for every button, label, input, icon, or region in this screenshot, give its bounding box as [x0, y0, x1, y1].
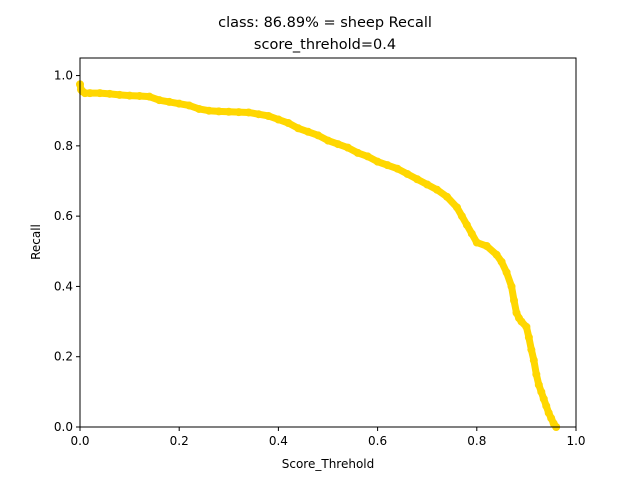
x-axis: 0.0 0.2 0.4 0.6 0.8 1.0 [70, 427, 586, 448]
data-point [125, 91, 134, 100]
data-point [452, 203, 461, 212]
data-layer [76, 80, 561, 431]
y-tick-label: 0.4 [54, 279, 73, 293]
data-point [264, 111, 273, 120]
data-point [524, 333, 533, 342]
data-point [403, 169, 412, 178]
data-point [472, 238, 481, 247]
data-point [95, 89, 104, 98]
data-point [204, 106, 213, 115]
data-point [529, 356, 538, 365]
y-axis: 0.0 0.2 0.4 0.6 0.8 1.0 [54, 69, 80, 434]
y-tick-label: 0.6 [54, 209, 73, 223]
plot-frame [79, 57, 577, 428]
x-tick-label: 0.6 [368, 434, 387, 448]
x-tick-label: 0.8 [467, 434, 486, 448]
data-point [482, 242, 491, 251]
data-point [517, 317, 526, 326]
data-point [294, 124, 303, 133]
x-tick-label: 1.0 [566, 434, 585, 448]
y-tick-label: 0.0 [54, 420, 73, 434]
data-point [145, 92, 154, 101]
data-point [462, 220, 471, 229]
data-point [413, 175, 422, 184]
y-tick-label: 0.8 [54, 139, 73, 153]
data-point [165, 97, 174, 106]
data-point [333, 140, 342, 149]
data-point [195, 104, 204, 113]
data-point [304, 127, 313, 136]
y-tick-label: 1.0 [54, 69, 73, 83]
data-point [423, 180, 432, 189]
data-point [284, 119, 293, 128]
data-point [214, 107, 223, 116]
data-point [105, 89, 114, 98]
x-tick-label: 0.2 [170, 434, 189, 448]
data-point [433, 185, 442, 194]
data-point [443, 192, 452, 201]
data-point [115, 90, 124, 99]
y-tick-label: 0.2 [54, 350, 73, 364]
data-point [522, 322, 531, 331]
y-axis-label: Recall [29, 224, 43, 260]
data-point [254, 110, 263, 119]
data-point [527, 345, 536, 354]
data-point [457, 212, 466, 221]
data-point [532, 370, 541, 379]
x-tick-label: 0.4 [269, 434, 288, 448]
data-point [373, 157, 382, 166]
data-point [383, 161, 392, 170]
data-point [539, 394, 548, 403]
data-point [492, 250, 501, 259]
data-point [274, 115, 283, 124]
data-point [353, 148, 362, 157]
data-point [85, 89, 94, 98]
data-point [467, 229, 476, 238]
data-point [497, 257, 506, 266]
x-tick-label: 0.0 [70, 434, 89, 448]
data-point [314, 131, 323, 140]
data-point [175, 99, 184, 108]
data-point [507, 282, 516, 291]
x-axis-label: Score_Threhold [282, 457, 375, 471]
data-point [542, 401, 551, 410]
data-point [135, 91, 144, 100]
data-point [155, 96, 164, 105]
data-point [537, 387, 546, 396]
data-point [185, 101, 194, 110]
data-point [534, 380, 543, 389]
data-point [393, 164, 402, 173]
data-point [502, 268, 511, 277]
chart-subtitle: score_threhold=0.4 [254, 37, 396, 53]
data-point [363, 152, 372, 161]
data-point [510, 296, 518, 305]
data-point [244, 108, 253, 117]
chart-title: class: 86.89% = sheep Recall [218, 15, 432, 31]
data-point [224, 107, 233, 116]
data-point [324, 136, 332, 145]
data-point [343, 143, 352, 152]
data-point [234, 108, 243, 117]
